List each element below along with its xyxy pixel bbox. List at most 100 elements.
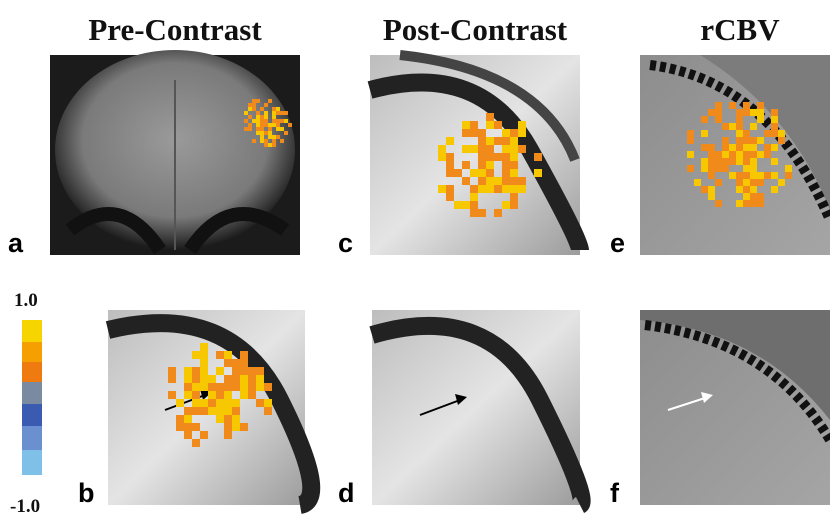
overlay-pixel bbox=[272, 115, 276, 119]
overlay-pixel bbox=[750, 123, 757, 130]
overlay-pixel bbox=[518, 129, 526, 137]
overlay-pixel bbox=[750, 137, 757, 144]
overlay-pixel bbox=[200, 367, 208, 375]
overlay-pixel bbox=[192, 383, 200, 391]
image-panel bbox=[370, 55, 580, 255]
overlay-pixel bbox=[192, 407, 200, 415]
overlay-pixel bbox=[510, 129, 518, 137]
overlay-pixel bbox=[478, 161, 486, 169]
overlay-pixel bbox=[216, 399, 224, 407]
overlay-pixel bbox=[743, 144, 750, 151]
overlay-pixel bbox=[743, 137, 750, 144]
overlay-pixel bbox=[446, 185, 454, 193]
overlay-pixel bbox=[200, 407, 208, 415]
overlay-pixel bbox=[764, 151, 771, 158]
overlay-pixel bbox=[510, 169, 518, 177]
overlay-pixel bbox=[224, 359, 232, 367]
overlay-pixel bbox=[276, 107, 280, 111]
overlay-pixel bbox=[192, 399, 200, 407]
overlay-pixel bbox=[260, 123, 264, 127]
overlay-pixel bbox=[722, 137, 729, 144]
overlay-pixel bbox=[486, 169, 494, 177]
overlay-pixel bbox=[280, 111, 284, 115]
overlay-pixel bbox=[478, 137, 486, 145]
overlay-pixel bbox=[288, 123, 292, 127]
overlay-pixel bbox=[502, 161, 510, 169]
overlay-pixel bbox=[510, 161, 518, 169]
overlay-pixel bbox=[715, 200, 722, 207]
overlay-pixel bbox=[785, 172, 792, 179]
overlay-pixel bbox=[256, 119, 260, 123]
overlay-pixel bbox=[184, 383, 192, 391]
overlay-pixel bbox=[216, 383, 224, 391]
overlay-pixel bbox=[771, 109, 778, 116]
overlay-pixel bbox=[232, 359, 240, 367]
overlay-pixel bbox=[722, 158, 729, 165]
overlay-pixel bbox=[729, 172, 736, 179]
overlay-pixel bbox=[701, 144, 708, 151]
overlay-pixel bbox=[200, 399, 208, 407]
overlay-pixel bbox=[252, 103, 256, 107]
overlay-pixel bbox=[208, 383, 216, 391]
overlay-pixel bbox=[743, 165, 750, 172]
overlay-pixel bbox=[252, 107, 256, 111]
overlay-pixel bbox=[184, 423, 192, 431]
overlay-pixel bbox=[248, 391, 256, 399]
overlay-pixel bbox=[715, 116, 722, 123]
overlay-pixel bbox=[248, 103, 252, 107]
overlay-pixel bbox=[486, 113, 494, 121]
overlay-pixel bbox=[687, 130, 694, 137]
overlay-pixel bbox=[771, 172, 778, 179]
overlay-pixel bbox=[510, 145, 518, 153]
overlay-pixel bbox=[208, 407, 216, 415]
overlay-pixel bbox=[486, 177, 494, 185]
overlay-pixel bbox=[502, 169, 510, 177]
overlay-pixel bbox=[534, 153, 542, 161]
overlay-pixel bbox=[715, 109, 722, 116]
overlay-pixel bbox=[264, 119, 268, 123]
overlay-pixel bbox=[216, 407, 224, 415]
overlay-pixel bbox=[224, 415, 232, 423]
overlay-pixel bbox=[757, 179, 764, 186]
overlay-pixel bbox=[200, 383, 208, 391]
overlay-pixel bbox=[446, 153, 454, 161]
overlay-pixel bbox=[478, 145, 486, 153]
overlay-pixel bbox=[518, 185, 526, 193]
overlay-pixel bbox=[200, 351, 208, 359]
overlay-pixel bbox=[244, 119, 248, 123]
overlay-pixel bbox=[224, 423, 232, 431]
overlay-pixel bbox=[750, 193, 757, 200]
overlay-pixel bbox=[276, 127, 280, 131]
overlay-pixel bbox=[208, 391, 216, 399]
overlay-pixel bbox=[240, 375, 248, 383]
overlay-pixel bbox=[729, 123, 736, 130]
overlay-pixel bbox=[743, 109, 750, 116]
panel-label: d bbox=[338, 478, 355, 508]
overlay-pixel bbox=[232, 423, 240, 431]
overlay-pixel bbox=[240, 367, 248, 375]
overlay-pixel bbox=[240, 423, 248, 431]
overlay-pixel bbox=[276, 111, 280, 115]
overlay-pixel bbox=[743, 200, 750, 207]
overlay-pixel bbox=[248, 127, 252, 131]
overlay-pixel bbox=[736, 172, 743, 179]
overlay-pixel bbox=[276, 135, 280, 139]
overlay-pixel bbox=[502, 137, 510, 145]
overlay-pixel bbox=[256, 111, 260, 115]
overlay-pixel bbox=[502, 177, 510, 185]
overlay-pixel bbox=[192, 391, 200, 399]
overlay-pixel bbox=[268, 131, 272, 135]
overlay-pixel bbox=[216, 391, 224, 399]
overlay-pixel bbox=[256, 127, 260, 131]
overlay-pixel bbox=[470, 121, 478, 129]
overlay-pixel bbox=[757, 151, 764, 158]
overlay-pixel bbox=[264, 139, 268, 143]
overlay-pixel bbox=[494, 185, 502, 193]
overlay-pixel bbox=[268, 99, 272, 103]
overlay-pixel bbox=[224, 431, 232, 439]
overlay-pixel bbox=[470, 129, 478, 137]
overlay-pixel bbox=[272, 111, 276, 115]
overlay-pixel bbox=[486, 121, 494, 129]
overlay-pixel bbox=[260, 139, 264, 143]
overlay-pixel bbox=[252, 99, 256, 103]
